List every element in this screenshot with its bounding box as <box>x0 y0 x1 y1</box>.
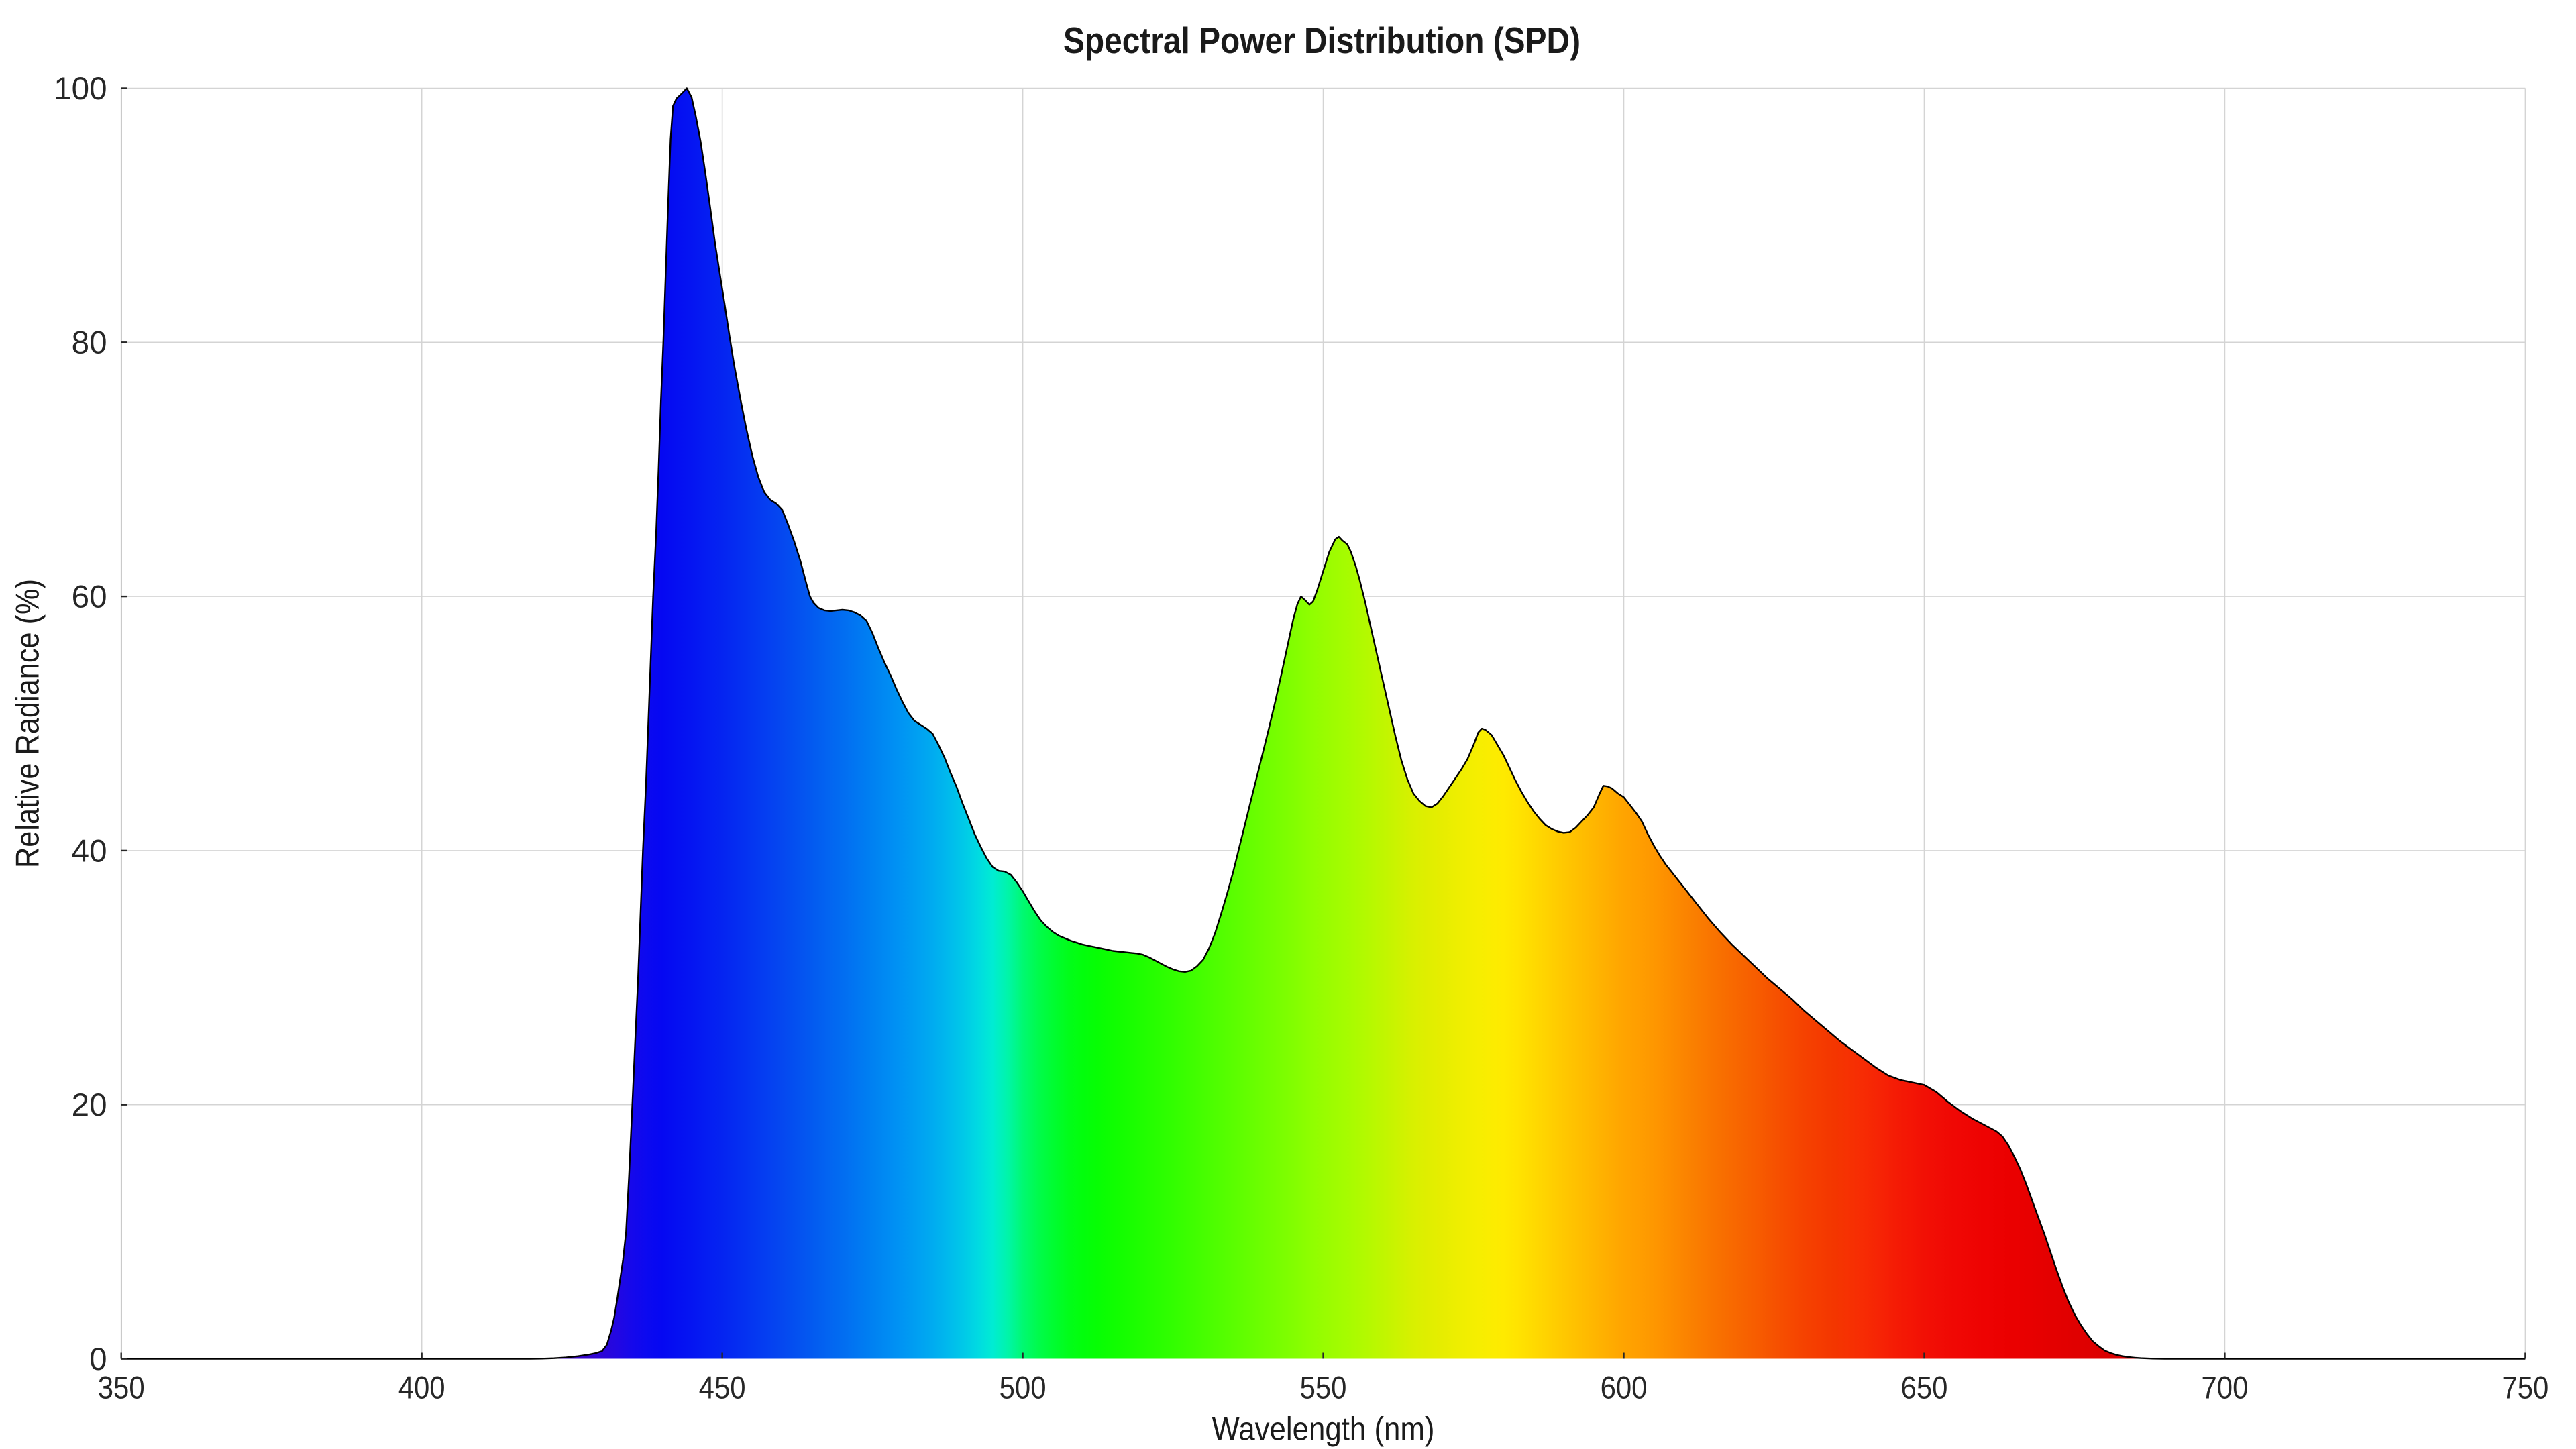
x-axis-label: Wavelength (nm) <box>1212 1411 1435 1448</box>
chart-title: Spectral Power Distribution (SPD) <box>1063 19 1580 61</box>
y-tick-label: 40 <box>72 833 107 869</box>
x-tick-label: 450 <box>699 1370 746 1405</box>
y-tick-label: 0 <box>89 1342 107 1377</box>
x-tick-label: 350 <box>98 1370 145 1405</box>
y-tick-label: 100 <box>54 71 107 107</box>
y-axis-label: Relative Radiance (%) <box>9 579 46 868</box>
spd-area-fill <box>121 88 2526 1359</box>
y-tick-label: 60 <box>72 580 107 615</box>
x-tick-label: 400 <box>398 1370 445 1405</box>
x-tick-label: 650 <box>1901 1370 1948 1405</box>
x-tick-label: 750 <box>2502 1370 2548 1405</box>
x-tick-label: 700 <box>2201 1370 2248 1405</box>
y-tick-label: 20 <box>72 1087 107 1123</box>
x-tick-label: 550 <box>1300 1370 1347 1405</box>
x-tick-label: 600 <box>1601 1370 1648 1405</box>
axis-ticks <box>120 87 2526 1360</box>
y-tick-labels: 0 20 40 60 80 100 <box>54 71 107 1377</box>
x-tick-labels: 350 400 450 500 550 600 650 700 750 <box>98 1370 2549 1405</box>
y-tick-label: 80 <box>72 325 107 361</box>
x-tick-label: 500 <box>1000 1370 1046 1405</box>
spd-curve-outline <box>121 87 2526 1360</box>
